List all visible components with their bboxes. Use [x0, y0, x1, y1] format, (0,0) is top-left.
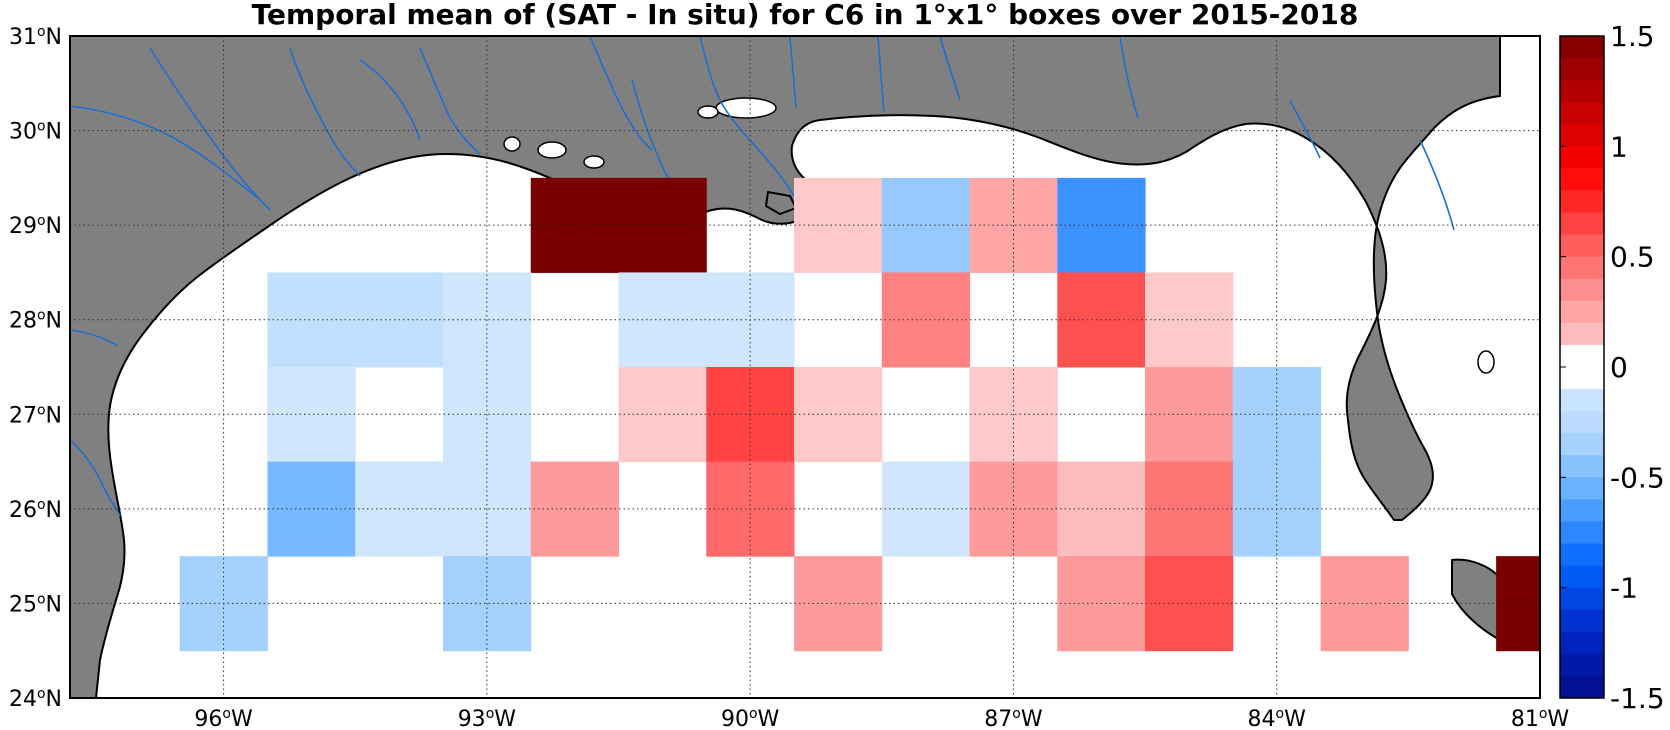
latitude-tick-label: 29oN [9, 213, 62, 239]
colorbar-step [1560, 322, 1604, 346]
latitude-tick-label: 27oN [9, 402, 62, 428]
river-colorado-tx [149, 47, 271, 211]
heatmap-cell [267, 367, 356, 463]
heatmap-cell [618, 177, 707, 273]
colorbar-step [1560, 168, 1604, 191]
latitude-tick-label: 25oN [9, 591, 62, 617]
colorbar-tick-label: 0.5 [1610, 241, 1655, 274]
us-gulf-coast-land [70, 36, 1501, 698]
latitude-tick-label: 31oN [9, 24, 62, 50]
colorbar-tick-labels: 1.5 1 0.5 0 -0.5 -1 -1.5 [1560, 20, 1665, 715]
latitude-tick-label: 28oN [9, 308, 62, 334]
river-mobile [939, 36, 961, 101]
colorbar-tick-label: -1.5 [1610, 682, 1665, 715]
river-apalachicola [1119, 36, 1139, 119]
calcasieu-lake [537, 141, 567, 159]
river-neches [419, 47, 481, 155]
white-lake [583, 155, 605, 169]
colorbar-step [1560, 433, 1604, 456]
heatmap-cell [1145, 367, 1234, 463]
river-brazos [70, 105, 259, 199]
river-pascagoula [877, 36, 885, 113]
river-trinity [289, 47, 361, 177]
heatmap-cell [794, 177, 883, 273]
colorbar [1559, 35, 1605, 699]
longitude-tick-labels: 96oW 93oW 90oW 87oW 84oW 81oW [194, 706, 1569, 730]
colorbar-tick-label: 0 [1610, 351, 1628, 384]
colorbar-step [1560, 212, 1604, 236]
colorbar-step [1560, 278, 1604, 302]
latitude-tick-label: 30oN [9, 119, 62, 145]
colorbar-step [1560, 455, 1604, 478]
latitude-tick-label: 26oN [9, 497, 62, 523]
river-suwannee [1289, 99, 1321, 159]
heatmap-cell [1145, 272, 1234, 368]
heatmap-cell [267, 272, 356, 368]
colorbar-step [1560, 565, 1604, 589]
river-red [589, 36, 653, 151]
latitude-tick-labels: 24oN 25oN 26oN 27oN 28oN 29oN 30oN 31oN [9, 24, 62, 712]
colorbar-step [1560, 543, 1604, 567]
graticule [70, 36, 1540, 698]
colorbar-step [1560, 36, 1604, 59]
colorbar-tick-label: -0.5 [1610, 461, 1665, 494]
lake-maurepas [697, 105, 719, 119]
colorbar-step [1560, 411, 1604, 434]
colorbar-step [1560, 234, 1604, 258]
colorbar-step [1560, 675, 1604, 699]
longitude-tick-label: 84oW [1248, 706, 1307, 730]
colorbar-step [1560, 102, 1604, 125]
colorbar-tick-label: 1.5 [1610, 20, 1655, 53]
colorbar-step [1560, 587, 1604, 611]
river-pearl [789, 36, 797, 109]
longitude-tick-label: 93oW [458, 706, 517, 730]
colorbar-step [1560, 124, 1604, 147]
lakes-layer [503, 97, 1495, 374]
heatmap-cell [1145, 461, 1234, 557]
heatmap-cell [618, 367, 707, 463]
longitude-tick-label: 87oW [984, 706, 1043, 730]
delta-island-1 [765, 191, 797, 215]
colorbar-step [1560, 58, 1604, 81]
map-title: Temporal mean of (SAT - In situ) for C6 … [252, 0, 1359, 31]
map-plot-area [70, 36, 1540, 698]
river-mississippi [699, 36, 795, 197]
river-sabine [359, 59, 421, 141]
colorbar-step [1560, 80, 1604, 103]
lake-okeechobee [1477, 350, 1495, 374]
river-nueces [70, 329, 119, 347]
colorbar-step [1560, 367, 1604, 390]
colorbar-step [1560, 389, 1604, 412]
sabine-lake [503, 136, 521, 152]
colorbar-step [1560, 256, 1604, 280]
heatmap-cell [794, 556, 883, 652]
latitude-tick-label: 24oN [9, 686, 62, 712]
heatmap-cell [267, 461, 356, 557]
map-frame [69, 35, 1541, 699]
colorbar-step [1560, 499, 1604, 522]
colorbar-step [1560, 190, 1604, 214]
heatmap-cell [794, 367, 883, 463]
colorbar-step [1560, 609, 1604, 633]
colorbar-tick-label: 1 [1610, 130, 1628, 163]
heatmap-cell [1320, 556, 1409, 652]
longitude-tick-label: 90oW [721, 706, 780, 730]
colorbar-step [1560, 653, 1604, 677]
heatmap-cell [618, 272, 707, 368]
colorbar-step [1560, 300, 1604, 324]
colorbar-step [1560, 477, 1604, 500]
colorbar-tick-label: -1 [1610, 572, 1638, 605]
colorbar-step [1560, 146, 1604, 169]
longitude-tick-label: 81oW [1511, 706, 1570, 730]
longitude-tick-label: 96oW [194, 706, 253, 730]
colorbar-step [1560, 631, 1604, 655]
colorbar-step [1560, 344, 1604, 368]
heatmap-cell [1145, 556, 1234, 652]
river-fl-west [1419, 139, 1455, 231]
colorbar-step [1560, 521, 1604, 545]
